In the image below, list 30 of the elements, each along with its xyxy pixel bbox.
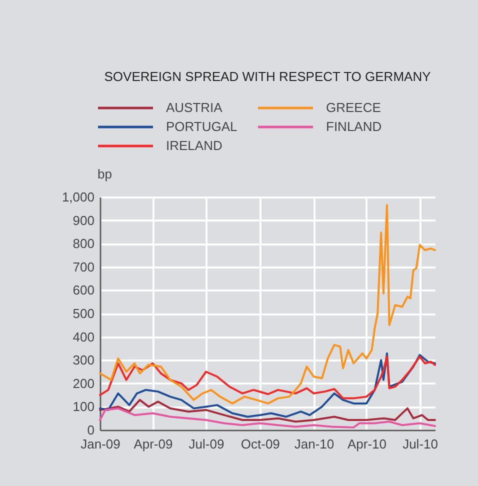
legend-label: GREECE xyxy=(326,100,382,115)
y-tick-label: 600 xyxy=(72,282,94,298)
x-tick-label: Jul-10 xyxy=(402,436,438,452)
legend-label: PORTUGAL xyxy=(166,119,238,134)
y-tick-label: 800 xyxy=(72,236,94,252)
x-tick-label: Jan-10 xyxy=(294,436,334,452)
x-tick-label: Jan-09 xyxy=(80,436,120,452)
y-tick-label: 500 xyxy=(72,306,94,321)
y-tick-label: 700 xyxy=(72,259,94,274)
legend-label: IRELAND xyxy=(166,138,222,153)
y-tick-label: 300 xyxy=(72,352,94,368)
line-series xyxy=(99,398,436,423)
x-tick-label: Apr-10 xyxy=(347,436,386,452)
x-tick-label: Oct-09 xyxy=(240,436,280,452)
legend-label: AUSTRIA xyxy=(166,100,223,115)
legend-label: FINLAND xyxy=(326,119,382,134)
y-tick-label: 400 xyxy=(72,329,94,344)
y-tick-label: 200 xyxy=(72,376,94,391)
line-series xyxy=(99,407,436,428)
line-series xyxy=(99,352,436,418)
y-axis-title: bp xyxy=(98,166,112,182)
chart-title: SOVEREIGN SPREAD WITH RESPECT TO GERMANY xyxy=(104,69,432,84)
x-tick-label: Jul-09 xyxy=(188,436,224,452)
y-tick-label: 1,000 xyxy=(62,190,94,204)
y-tick-label: 900 xyxy=(72,212,94,228)
x-tick-label: Apr-09 xyxy=(134,436,173,452)
y-tick-label: 0 xyxy=(87,422,94,438)
line-series xyxy=(99,204,436,404)
line-series xyxy=(99,356,436,400)
y-tick-label: 100 xyxy=(72,399,94,414)
